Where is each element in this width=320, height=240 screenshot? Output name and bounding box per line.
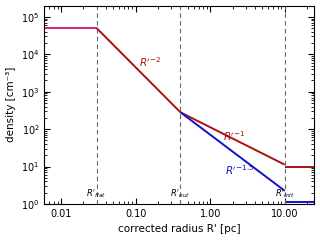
Text: $R'^{-1.5}$: $R'^{-1.5}$ bbox=[225, 163, 255, 177]
Text: $R'_{out}$: $R'_{out}$ bbox=[170, 188, 191, 200]
Y-axis label: density [cm⁻³]: density [cm⁻³] bbox=[5, 67, 16, 143]
X-axis label: corrected radius R' [pc]: corrected radius R' [pc] bbox=[118, 224, 241, 234]
Text: $R'^{-2}$: $R'^{-2}$ bbox=[139, 56, 161, 69]
Text: $R'_{init}$: $R'_{init}$ bbox=[275, 188, 295, 200]
Text: $R'^{-1}$: $R'^{-1}$ bbox=[223, 129, 246, 143]
Text: $R'_{flat}$: $R'_{flat}$ bbox=[86, 188, 107, 200]
